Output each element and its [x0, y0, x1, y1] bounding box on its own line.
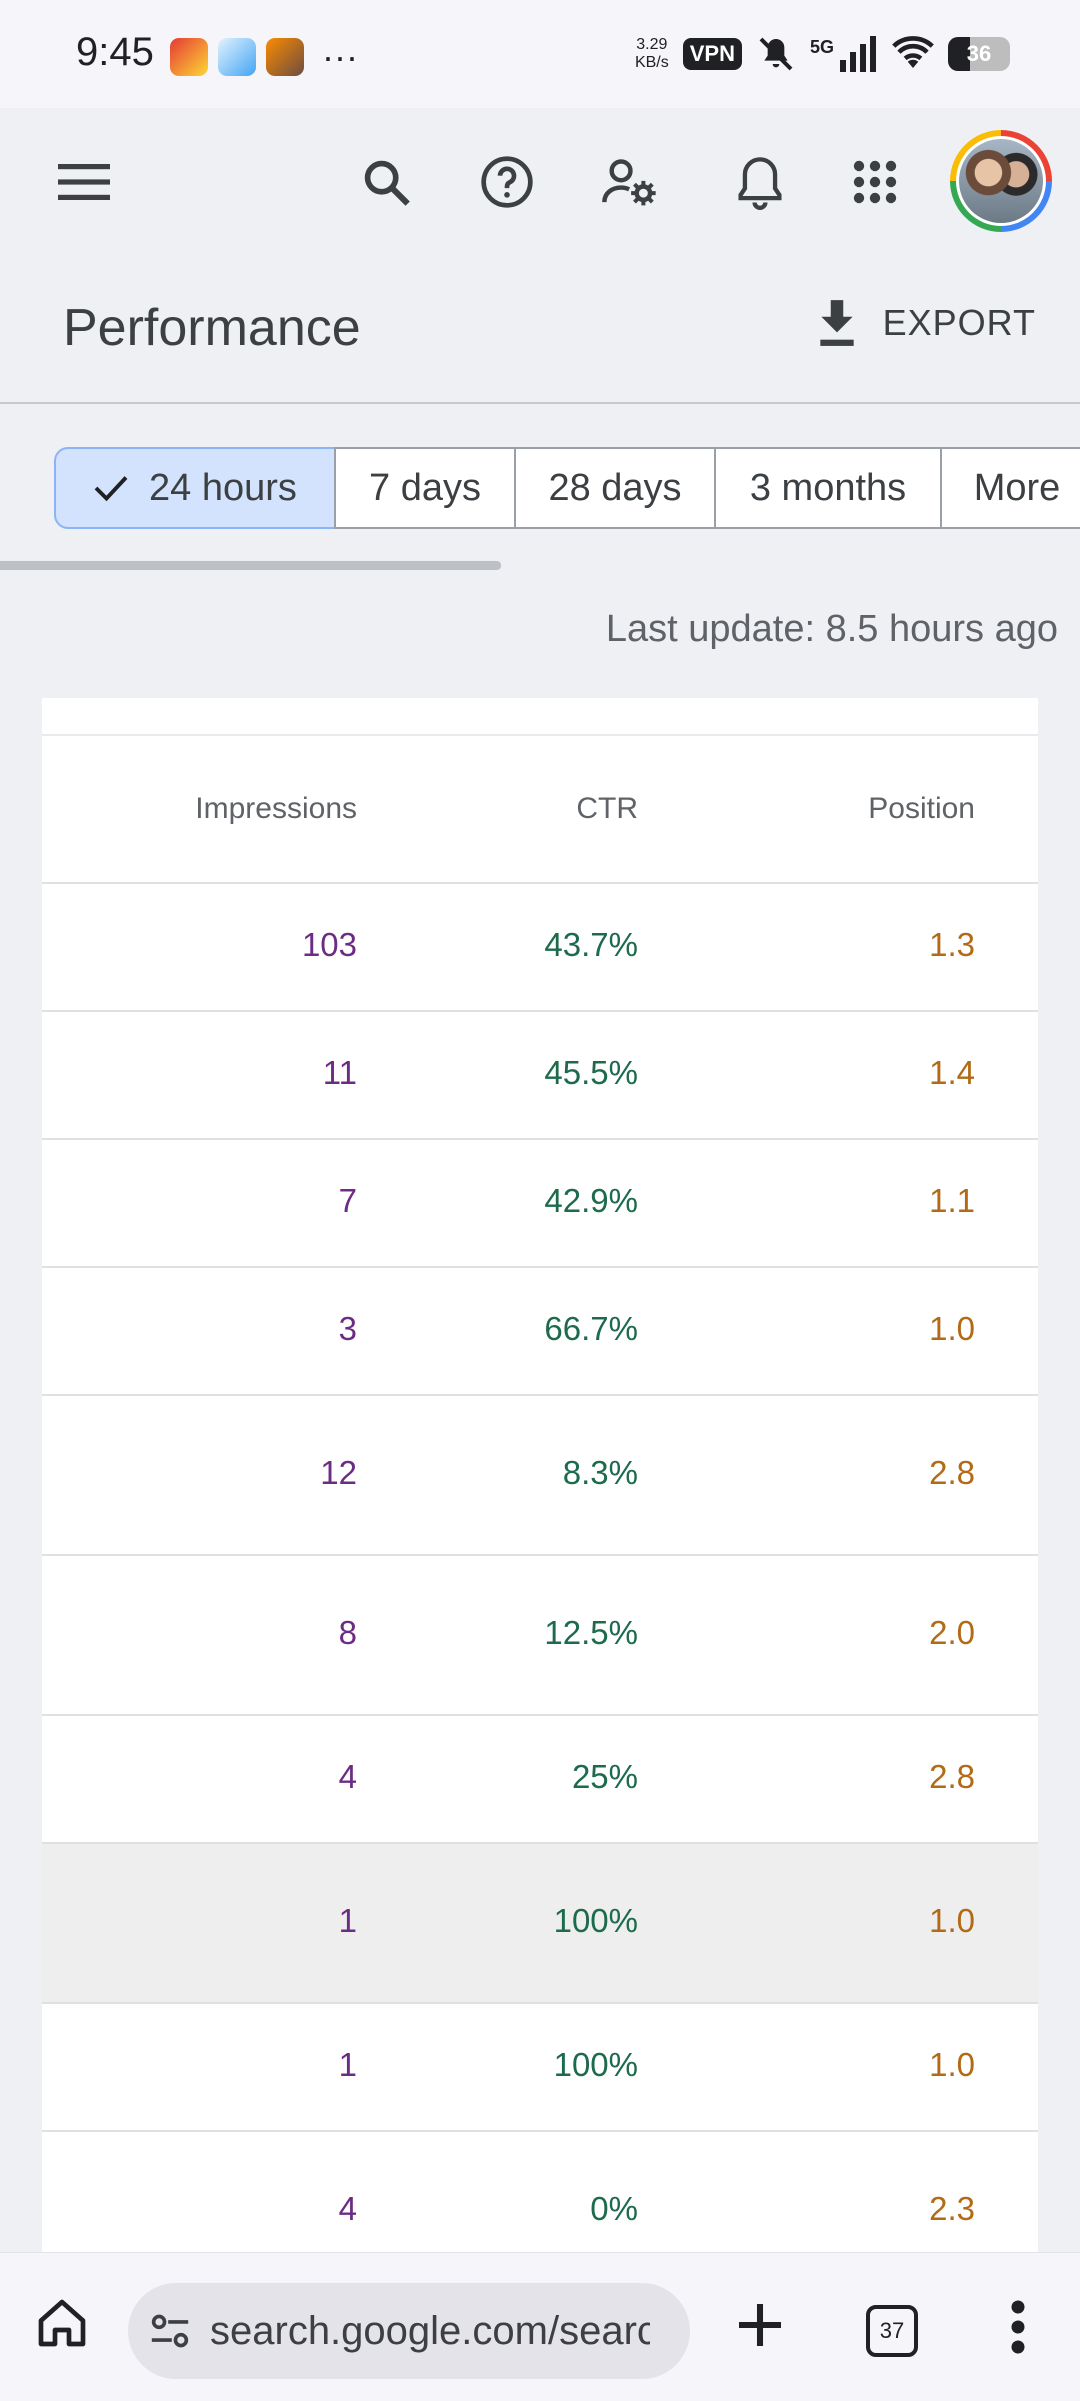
chip-7-days[interactable]: 7 days — [334, 447, 516, 529]
battery-icon: 36 — [948, 37, 1010, 71]
impressions-cell: 8 — [338, 1614, 357, 1651]
avatar-photo — [959, 139, 1043, 223]
position-cell: 1.0 — [929, 2046, 975, 2083]
notification-icons: ··· — [170, 38, 358, 76]
browser-toolbar: search.google.com/search-console/perform… — [0, 2252, 1080, 2401]
table-row[interactable]: 103 43.7% 1.3 — [42, 884, 1038, 1012]
ctr-cell: 100% — [553, 1902, 638, 1939]
impressions-cell: 3 — [338, 1310, 357, 1347]
network-type-label: 5G — [809, 36, 834, 57]
notification-app-icon — [170, 38, 208, 76]
position-cell: 2.3 — [929, 2190, 975, 2227]
ctr-cell: 12.5% — [544, 1614, 638, 1651]
position-cell: 2.8 — [929, 1758, 975, 1795]
impressions-cell: 7 — [338, 1182, 357, 1219]
table-row[interactable]: 1 100% 1.0 — [42, 2004, 1038, 2132]
vpn-badge: VPN — [682, 38, 742, 70]
column-header-position[interactable]: Position — [868, 792, 975, 825]
status-bar: 9:45 ··· 3.29 KB/s VPN 5G 36 — [0, 0, 1080, 108]
new-tab-icon[interactable] — [732, 2297, 788, 2358]
chip-label: 3 months — [749, 466, 907, 509]
status-indicators: 3.29 KB/s VPN 5G 36 — [635, 34, 1010, 74]
impressions-cell: 1 — [338, 1902, 357, 1939]
table-row[interactable]: 11 45.5% 1.4 — [42, 1012, 1038, 1140]
ctr-cell: 100% — [553, 2046, 638, 2083]
impressions-cell: 4 — [338, 2190, 357, 2227]
tab-switcher-button[interactable]: 37 — [866, 2305, 918, 2357]
chips-scrollbar[interactable] — [0, 561, 501, 570]
page-title: Performance — [63, 299, 361, 357]
table-row[interactable]: 3 66.7% 1.0 — [42, 1268, 1038, 1396]
check-icon — [93, 473, 129, 503]
chip-label: 7 days — [369, 466, 481, 509]
ctr-cell: 45.5% — [544, 1054, 638, 1091]
ctr-cell: 8.3% — [562, 1454, 638, 1491]
download-icon — [819, 300, 854, 346]
url-text: search.google.com/search-console/perform… — [210, 2308, 650, 2353]
chip-label: 28 days — [548, 466, 682, 509]
table-header: Impressions CTR Position — [42, 736, 1038, 884]
status-time: 9:45 — [76, 30, 154, 74]
ctr-cell: 25% — [571, 1758, 638, 1795]
help-icon[interactable] — [477, 152, 537, 212]
home-icon[interactable] — [34, 2293, 90, 2358]
impressions-cell: 103 — [301, 926, 357, 963]
battery-fill — [948, 37, 971, 71]
date-range-chips: 24 hours 7 days 28 days 3 months More — [54, 447, 1080, 529]
column-header-ctr[interactable]: CTR — [576, 792, 638, 825]
site-settings-icon[interactable] — [148, 2311, 192, 2351]
position-cell: 1.0 — [929, 1902, 975, 1939]
page-header: Performance EXPORT — [0, 258, 1080, 404]
table-row-highlighted[interactable]: 1 100% 1.0 — [42, 1844, 1038, 2004]
impressions-cell: 1 — [338, 2046, 357, 2083]
chip-more[interactable]: More — [940, 447, 1080, 529]
table-row[interactable]: 4 25% 2.8 — [42, 1716, 1038, 1844]
ctr-cell: 0% — [590, 2190, 638, 2227]
address-bar[interactable]: search.google.com/search-console/perform… — [128, 2283, 690, 2379]
position-cell: 1.1 — [929, 1182, 975, 1219]
menu-icon[interactable] — [54, 152, 114, 212]
ctr-cell: 66.7% — [544, 1310, 638, 1347]
ctr-cell: 42.9% — [544, 1182, 638, 1219]
chip-28-days[interactable]: 28 days — [514, 447, 716, 529]
search-icon[interactable] — [356, 152, 416, 212]
performance-table: Impressions CTR Position 103 43.7% 1.3 1… — [42, 698, 1038, 2258]
network-speed: 3.29 KB/s — [634, 36, 669, 71]
position-cell: 1.4 — [929, 1054, 975, 1091]
column-header-impressions[interactable]: Impressions — [195, 792, 357, 825]
impressions-cell: 12 — [320, 1454, 357, 1491]
notifications-icon[interactable] — [730, 152, 790, 212]
app-bar — [0, 108, 1080, 258]
account-avatar[interactable] — [950, 130, 1052, 232]
wifi-icon — [892, 36, 934, 68]
table-top-edge — [42, 698, 1038, 736]
table-row[interactable]: 4 0% 2.3 — [42, 2132, 1038, 2258]
export-label: EXPORT — [882, 302, 1036, 343]
impressions-cell: 11 — [322, 1054, 357, 1091]
impressions-cell: 4 — [338, 1758, 357, 1795]
position-cell: 2.8 — [929, 1454, 975, 1491]
chip-label: More — [973, 466, 1061, 509]
chip-label: 24 hours — [149, 466, 297, 509]
notification-app-icon — [218, 38, 256, 76]
more-notifications-icon: ··· — [322, 36, 358, 77]
table-row[interactable]: 7 42.9% 1.1 — [42, 1140, 1038, 1268]
signal-icon — [840, 36, 876, 72]
ctr-cell: 43.7% — [544, 926, 638, 963]
table-row[interactable]: 8 12.5% 2.0 — [42, 1556, 1038, 1716]
more-options-icon[interactable] — [1000, 2297, 1036, 2362]
apps-grid-icon[interactable] — [845, 152, 905, 212]
chip-3-months[interactable]: 3 months — [714, 447, 942, 529]
table-row[interactable]: 12 8.3% 2.8 — [42, 1396, 1038, 1556]
position-cell: 1.3 — [929, 926, 975, 963]
last-update-text: Last update: 8.5 hours ago — [605, 608, 1058, 650]
position-cell: 2.0 — [929, 1614, 975, 1651]
position-cell: 1.0 — [929, 1310, 975, 1347]
chip-24-hours[interactable]: 24 hours — [54, 447, 336, 529]
notification-app-icon — [266, 38, 304, 76]
manage-users-icon[interactable] — [600, 152, 660, 212]
export-button[interactable]: EXPORT — [815, 298, 1036, 348]
mute-icon — [759, 37, 793, 71]
